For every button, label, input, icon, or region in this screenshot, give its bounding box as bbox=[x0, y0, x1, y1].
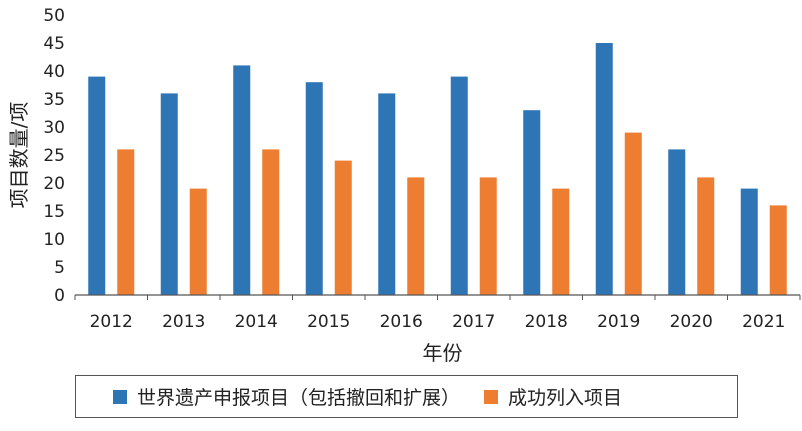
y-tick-label: 25 bbox=[43, 146, 65, 166]
bar-applications-2018 bbox=[523, 110, 541, 295]
x-tick-label: 2013 bbox=[162, 312, 205, 332]
x-tick-label: 2015 bbox=[307, 312, 350, 332]
bar-applications-2017 bbox=[450, 76, 468, 295]
y-axis-label: 项目数量/项 bbox=[7, 102, 31, 209]
legend-label-inscribed: 成功列入项目 bbox=[508, 387, 623, 409]
x-axis-ticks: 2012 2013 2014 2015 2016 2017 2018 2019 2020 2021 bbox=[74, 295, 801, 332]
bar-applications-2016 bbox=[378, 93, 396, 296]
bar-applications-2019 bbox=[595, 43, 613, 295]
y-tick-label: 30 bbox=[43, 118, 65, 138]
x-tick-label: 2019 bbox=[597, 312, 640, 332]
bar-inscribed-2015 bbox=[334, 160, 352, 295]
bar-applications-2014 bbox=[233, 65, 251, 296]
bar-inscribed-2018 bbox=[552, 188, 570, 295]
x-tick-label: 2012 bbox=[90, 312, 133, 332]
y-tick-label: 10 bbox=[43, 230, 65, 250]
legend-item-inscribed: 成功列入项目 bbox=[484, 383, 622, 410]
legend-label-applications: 世界遗产申报项目（包括撤回和扩展） bbox=[137, 387, 461, 409]
x-tick-label: 2014 bbox=[235, 312, 278, 332]
x-tick-label: 2018 bbox=[525, 312, 568, 332]
bar-applications-2021 bbox=[740, 188, 758, 295]
x-axis-label: 年份 bbox=[423, 341, 463, 365]
bar-inscribed-2016 bbox=[407, 177, 425, 295]
bar-inscribed-2013 bbox=[189, 188, 207, 295]
bars bbox=[88, 43, 787, 296]
x-tick-label: 2017 bbox=[452, 312, 495, 332]
bar-inscribed-2017 bbox=[479, 177, 497, 295]
legend: 世界遗产申报项目（包括撤回和扩展） 成功列入项目 bbox=[75, 375, 738, 418]
y-tick-label: 35 bbox=[43, 90, 65, 110]
y-tick-label: 0 bbox=[54, 286, 65, 306]
x-tick-label: 2020 bbox=[670, 312, 713, 332]
legend-item-applications: 世界遗产申报项目（包括撤回和扩展） bbox=[113, 383, 460, 410]
y-tick-label: 50 bbox=[43, 6, 65, 26]
bar-applications-2013 bbox=[160, 93, 178, 296]
bar-inscribed-2021 bbox=[769, 205, 787, 295]
x-tick-label: 2016 bbox=[380, 312, 423, 332]
legend-swatch-applications bbox=[113, 389, 127, 404]
y-tick-label: 20 bbox=[43, 174, 65, 194]
bar-inscribed-2014 bbox=[262, 149, 280, 295]
bar-inscribed-2012 bbox=[117, 149, 135, 295]
y-tick-label: 15 bbox=[43, 202, 65, 222]
bar-applications-2015 bbox=[305, 82, 323, 295]
y-tick-label: 5 bbox=[54, 258, 65, 278]
bar-applications-2020 bbox=[668, 149, 686, 295]
bar-inscribed-2019 bbox=[624, 132, 642, 295]
x-tick-label: 2021 bbox=[742, 312, 785, 332]
y-axis-ticks: 0 5 10 15 20 25 30 35 40 45 50 bbox=[43, 6, 65, 306]
legend-swatch-inscribed bbox=[484, 389, 499, 404]
y-tick-label: 45 bbox=[43, 34, 65, 54]
bar-applications-2012 bbox=[88, 76, 106, 295]
bar-inscribed-2020 bbox=[697, 177, 715, 295]
y-tick-label: 40 bbox=[43, 62, 65, 82]
